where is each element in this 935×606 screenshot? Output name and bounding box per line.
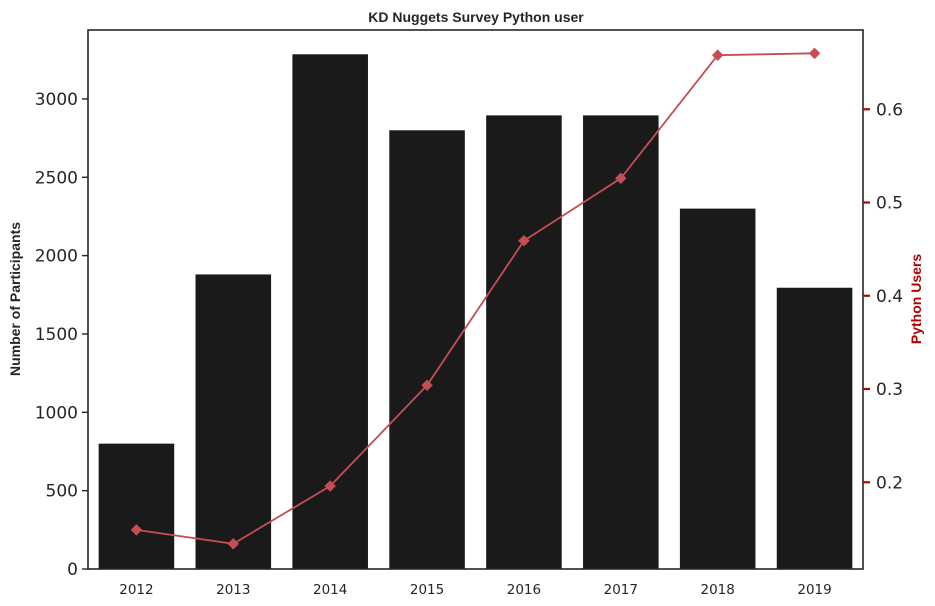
python-users-line-layer [130,47,821,550]
bar-2015 [389,130,465,569]
x-tick-label: 2016 [507,582,541,598]
left-tick-label: 2500 [35,168,78,188]
bar-2018 [679,208,756,569]
left-tick-label: 2000 [35,247,78,267]
x-tick-label: 2015 [410,582,444,598]
python-users-marker-2015 [421,379,433,392]
python-users-marker-2012 [130,523,143,536]
bar-2019 [776,287,853,569]
python-users-marker-2013 [227,537,240,550]
right-tick-label: 0.2 [876,473,903,493]
x-tick-label: 2019 [797,582,831,598]
right-axis: 0.2 0.3 0.4 0.5 0.6 [863,100,903,493]
left-tick-label: 3000 [35,90,78,110]
python-users-line [136,52,815,545]
bar-2017 [583,115,659,569]
x-tick-label: 2017 [604,582,638,598]
bar-2016 [486,115,562,569]
bar-2012 [98,443,175,569]
plot-frame [87,29,864,570]
left-tick-label: 1000 [35,403,78,423]
y-axis-label-right: Python Users [908,254,924,344]
right-tick-label: 0.5 [876,194,903,214]
python-users-marker-2017 [614,172,627,185]
chart-title: KD Nuggets Survey Python user [368,9,584,25]
python-users-marker-2019 [808,47,821,60]
left-tick-label: 500 [46,482,78,502]
bars [98,54,853,570]
python-users-marker-2014 [324,480,337,492]
python-users-marker-2018 [711,49,724,62]
left-tick-label: 1500 [35,325,78,345]
left-tick-label: 0 [67,560,78,580]
x-tick-label: 2013 [216,582,250,598]
right-tick-label: 0.4 [876,287,903,307]
bar-2013 [195,274,272,569]
y-axis-label-left: Number of Participants [7,222,23,376]
x-tick-label: 2018 [701,582,735,598]
x-tick-label: 2012 [119,582,153,598]
x-axis: 2012 2013 2014 2015 2016 2017 2018 2019 [119,582,831,598]
x-tick-label: 2014 [313,582,347,598]
python-users-marker-2016 [518,234,530,247]
left-axis: 0 500 1000 1500 2000 2500 3000 [35,90,88,580]
right-tick-label: 0.3 [876,380,903,400]
right-tick-label: 0.6 [876,100,903,120]
